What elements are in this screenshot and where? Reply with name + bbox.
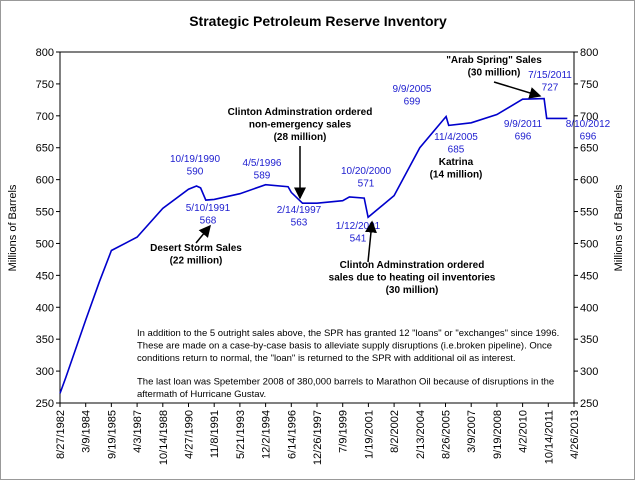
x-tick-label: 4/27/1990 [184, 410, 196, 459]
y2-tick-label: 400 [580, 302, 598, 314]
annotation: (30 million) [386, 285, 439, 296]
y-tick-label: 300 [36, 366, 54, 378]
y2-tick-label: 800 [580, 47, 598, 59]
x-tick-label: 12/2/1994 [261, 410, 273, 459]
annotation: (22 million) [170, 256, 223, 267]
y-tick-label: 700 [36, 111, 54, 123]
y2-tick-label: 550 [580, 207, 598, 219]
x-tick-label: 3/9/2007 [466, 410, 478, 453]
y-axis-title: Millions of Barrels [7, 184, 19, 271]
y-tick-label: 600 [36, 175, 54, 187]
annotation: 696 [580, 132, 597, 143]
annotation: Clinton Adminstration ordered [340, 260, 485, 271]
y2-tick-label: 750 [580, 79, 598, 91]
annotation: 2/14/1997 [277, 205, 322, 216]
y2-tick-label: 250 [580, 398, 598, 410]
note-text: aftermath of Hurricane Gustav. [137, 389, 266, 400]
annotation: 9/9/2011 [504, 119, 543, 130]
arrow [364, 220, 377, 263]
arrow [195, 224, 211, 244]
x-tick-label: 8/27/1982 [55, 410, 67, 459]
x-tick-label: 12/26/1997 [312, 410, 324, 465]
x-tick-label: 4/2/2010 [518, 410, 530, 453]
annotation: (14 million) [430, 170, 483, 181]
y-tick-label: 450 [36, 270, 54, 282]
annotation: 8/10/2012 [566, 119, 611, 130]
annotation: Clinton Adminstration ordered [228, 107, 373, 118]
y2-tick-label: 600 [580, 175, 598, 187]
y-tick-label: 500 [36, 238, 54, 250]
annotation: 10/20/2000 [341, 166, 391, 177]
annotation: 571 [358, 179, 375, 190]
x-tick-label: 1/19/2001 [363, 410, 375, 459]
y2-tick-label: 700 [580, 111, 598, 123]
annotation: non-emergency sales [249, 120, 352, 131]
y2-tick-label: 450 [580, 270, 598, 282]
annotation: sales due to heating oil inventories [329, 273, 496, 284]
x-tick-label: 11/8/1991 [209, 410, 221, 458]
annotation: 4/5/1996 [243, 158, 282, 169]
x-tick-label: 7/9/1999 [338, 410, 350, 453]
x-tick-label: 6/14/1996 [286, 410, 298, 459]
y2-tick-label: 500 [580, 238, 598, 250]
arrow [493, 81, 542, 99]
annotation: 1/12/2001 [336, 221, 381, 232]
annotation: 5/10/1991 [186, 203, 231, 214]
x-tick-label: 3/9/1984 [81, 410, 93, 453]
x-tick-label: 4/26/2013 [569, 410, 581, 459]
annotation: 589 [254, 171, 271, 182]
annotation: 11/4/2005 [434, 132, 478, 143]
annotation: 727 [542, 83, 559, 94]
x-tick-label: 5/21/1993 [235, 410, 247, 459]
annotation: 590 [187, 167, 204, 178]
annotation: 541 [350, 234, 367, 245]
x-tick-label: 9/19/2008 [492, 410, 504, 459]
note-text: The last loan was Spetember 2008 of 380,… [137, 377, 554, 388]
x-tick-label: 8/2/2002 [389, 410, 401, 453]
annotation: "Arab Spring" Sales [446, 55, 542, 66]
y-tick-label: 800 [36, 47, 54, 59]
data-line [59, 97, 568, 394]
y2-tick-label: 350 [580, 334, 598, 346]
annotation: Desert Storm Sales [150, 243, 242, 254]
annotation: 699 [404, 97, 421, 108]
x-tick-label: 8/26/2005 [441, 410, 453, 459]
x-tick-label: 10/14/2011 [543, 410, 555, 464]
note-text: These are made on a case-by-case basis t… [137, 341, 552, 352]
y-tick-label: 650 [36, 143, 54, 155]
annotation: (30 million) [468, 68, 521, 79]
y-tick-label: 750 [36, 79, 54, 91]
annotation: 568 [200, 216, 217, 227]
y2-axis-title: Millions of Barrels [613, 184, 625, 271]
annotation: 10/19/1990 [170, 154, 220, 165]
note-text: In addition to the 5 outright sales abov… [137, 328, 559, 339]
x-tick-label: 4/3/1987 [132, 410, 144, 453]
chart-title: Strategic Petroleum Reserve Inventory [189, 13, 447, 29]
y-tick-label: 350 [36, 334, 54, 346]
annotation: 7/15/2011 [528, 70, 572, 81]
x-tick-label: 10/14/1988 [158, 410, 170, 465]
y2-tick-label: 300 [580, 366, 598, 378]
x-tick-label: 9/19/1985 [106, 410, 118, 459]
x-tick-label: 2/13/2004 [415, 410, 427, 459]
y2-tick-label: 650 [580, 143, 598, 155]
annotation: 563 [291, 218, 308, 229]
y-tick-label: 550 [36, 207, 54, 219]
y-tick-label: 400 [36, 302, 54, 314]
annotation: 685 [448, 145, 465, 156]
annotation: 9/9/2005 [393, 84, 432, 95]
annotation: (28 million) [274, 132, 327, 143]
note-text: conditions return to normal, the "loan" … [137, 353, 516, 364]
annotation: 696 [515, 132, 532, 143]
y-tick-label: 250 [36, 398, 54, 410]
annotation: Katrina [439, 157, 474, 168]
